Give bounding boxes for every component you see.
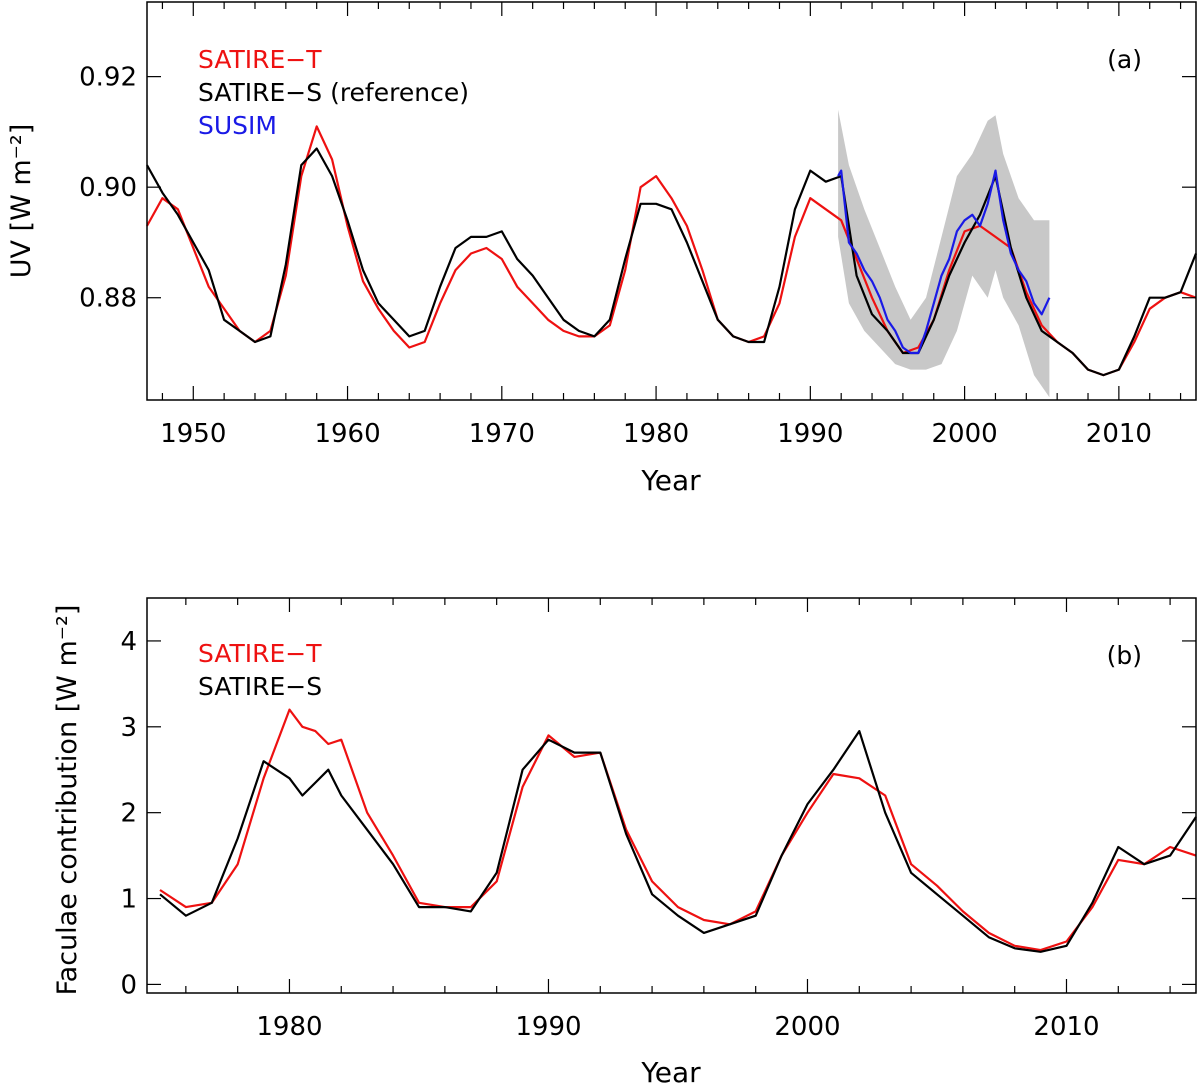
panel-a-plot-frame <box>146 1 1197 401</box>
panel-a-series-layer <box>146 125 1198 377</box>
panel-a-legend-entry-satire-s: SATIRE−S (reference) <box>198 78 469 107</box>
panel-b-x-axis-label: Year <box>640 1056 701 1087</box>
panel-a-x-tick-label: 1970 <box>469 419 535 449</box>
panel-a-x-axis-label: Year <box>640 464 701 497</box>
panel-b-x-tick-label: 2010 <box>1033 1012 1099 1042</box>
panel-a-y-tick-label: 0.90 <box>79 173 137 203</box>
panel-b-x-tick-label: 1980 <box>256 1012 322 1042</box>
panel-b-y-ticks: 0 1 2 3 4 <box>120 627 1196 1000</box>
panel-a-series-line-2 <box>146 147 1198 377</box>
panel-b-y-tick-label: 0 <box>120 970 137 1000</box>
panel-a-x-tick-label: 1990 <box>777 419 843 449</box>
panel-a-x-tick-label: 2010 <box>1086 419 1152 449</box>
panel-a-series-line-3 <box>837 169 1051 355</box>
panel-a: 1950 1960 1970 1980 1990 2000 2010 0.88 0.90 0.9… <box>6 1 1198 497</box>
panel-b-panel-label: (b) <box>1107 641 1142 670</box>
panel-a-legend: SATIRE−T SATIRE−S (reference) SUSIM <box>198 45 469 140</box>
panel-a-y-tick-label: 0.92 <box>79 63 137 93</box>
panel-b-x-tick-label: 2000 <box>774 1012 840 1042</box>
panel-b: 1980 1990 2000 2010 0 1 2 3 4 Year Faculae cont… <box>52 597 1197 1087</box>
panel-b-series-layer <box>159 708 1197 953</box>
panel-a-legend-entry-satire-t: SATIRE−T <box>198 45 322 74</box>
panel-a-legend-entry-susim: SUSIM <box>198 111 277 140</box>
panel-b-y-tick-label: 3 <box>120 713 137 743</box>
panel-b-series-line-2 <box>159 729 1197 953</box>
panel-a-x-tick-label: 2000 <box>932 419 998 449</box>
panel-a-susim-uncertainty-band <box>838 109 1050 398</box>
panel-b-legend: SATIRE−T SATIRE−S <box>198 639 322 701</box>
panel-a-x-ticks: 1950 1960 1970 1980 1990 2000 2010 <box>160 2 1182 449</box>
panel-b-y-tick-label: 2 <box>120 799 137 829</box>
panel-b-series-line-1 <box>159 708 1197 952</box>
panel-a-x-tick-label: 1980 <box>623 419 689 449</box>
panel-a-x-tick-label: 1960 <box>314 419 380 449</box>
panel-b-y-axis-label: Faculae contribution [W m⁻²] <box>52 605 83 996</box>
panel-a-y-ticks: 0.88 0.90 0.92 <box>79 63 1196 314</box>
panel-a-panel-label: (a) <box>1107 45 1142 74</box>
panel-b-x-tick-label: 1990 <box>515 1012 581 1042</box>
panel-b-legend-entry-satire-s: SATIRE−S <box>198 672 322 701</box>
panel-a-x-tick-label: 1950 <box>160 419 226 449</box>
panel-a-y-tick-label: 0.88 <box>79 284 137 314</box>
panel-b-legend-entry-satire-t: SATIRE−T <box>198 639 322 668</box>
panel-b-y-tick-label: 1 <box>120 885 137 915</box>
panel-a-band-layer <box>838 109 1050 398</box>
panel-b-x-ticks: 1980 1990 2000 2010 <box>185 598 1171 1042</box>
panel-a-y-axis-label: UV [W m⁻²] <box>6 124 37 279</box>
panel-b-plot-frame <box>146 597 1197 994</box>
panel-b-y-tick-label: 4 <box>120 627 137 657</box>
